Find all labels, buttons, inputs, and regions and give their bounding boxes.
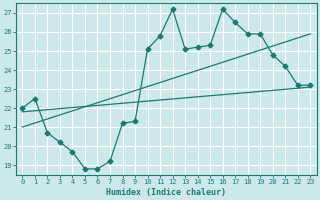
X-axis label: Humidex (Indice chaleur): Humidex (Indice chaleur) [106, 188, 226, 197]
